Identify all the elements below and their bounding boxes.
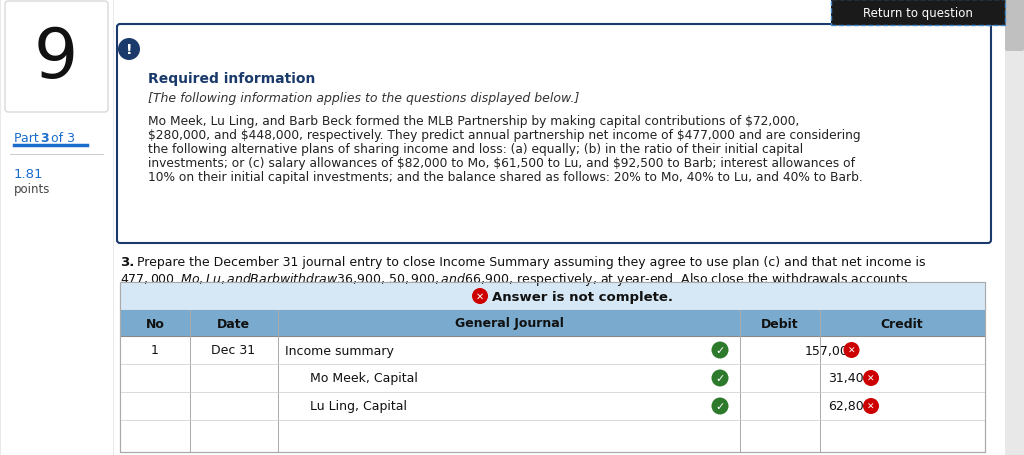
Text: ✓: ✓: [716, 401, 725, 411]
Text: Debit: Debit: [761, 317, 799, 330]
FancyBboxPatch shape: [0, 0, 113, 455]
Text: Part: Part: [14, 131, 43, 145]
FancyBboxPatch shape: [831, 0, 1005, 26]
Text: Required information: Required information: [148, 72, 315, 86]
Text: the following alternative plans of sharing income and loss: (a) equally; (b) in : the following alternative plans of shari…: [148, 143, 803, 156]
Text: ✕: ✕: [867, 402, 874, 410]
Text: Credit: Credit: [881, 317, 924, 330]
Circle shape: [712, 398, 728, 415]
Text: [The following information applies to the questions displayed below.]: [The following information applies to th…: [148, 92, 580, 105]
Text: Prepare the December 31 journal entry to close Income Summary assuming they agre: Prepare the December 31 journal entry to…: [133, 255, 926, 268]
Circle shape: [863, 370, 879, 386]
Text: 3.: 3.: [120, 255, 134, 268]
Text: ✕: ✕: [848, 346, 855, 355]
Circle shape: [712, 342, 728, 359]
FancyBboxPatch shape: [120, 336, 985, 364]
Circle shape: [118, 39, 140, 61]
FancyBboxPatch shape: [831, 0, 1005, 26]
Text: 157,000: 157,000: [805, 344, 857, 357]
Text: ✓: ✓: [716, 345, 725, 355]
Text: 1: 1: [152, 344, 159, 357]
Text: Income summary: Income summary: [285, 344, 394, 357]
FancyBboxPatch shape: [1005, 0, 1024, 455]
FancyBboxPatch shape: [120, 283, 985, 452]
Text: 1.81: 1.81: [14, 167, 43, 181]
Text: General Journal: General Journal: [455, 317, 563, 330]
Text: 3: 3: [40, 131, 48, 145]
Text: of 3: of 3: [47, 131, 75, 145]
FancyBboxPatch shape: [120, 310, 985, 336]
Text: No: No: [145, 317, 165, 330]
Text: 9: 9: [34, 25, 78, 91]
Circle shape: [863, 398, 879, 414]
Text: $477,000. Mo, Lu, and Barb withdraw $36,900, $50,900, and $66,900, respectively,: $477,000. Mo, Lu, and Barb withdraw $36,…: [120, 270, 911, 288]
FancyBboxPatch shape: [117, 25, 991, 243]
Circle shape: [844, 342, 859, 358]
Circle shape: [712, 369, 728, 387]
FancyBboxPatch shape: [120, 283, 985, 310]
FancyBboxPatch shape: [120, 392, 985, 420]
Text: points: points: [14, 182, 50, 196]
Text: Answer is not complete.: Answer is not complete.: [492, 290, 673, 303]
Text: Date: Date: [216, 317, 250, 330]
Circle shape: [472, 288, 488, 304]
FancyBboxPatch shape: [120, 364, 985, 392]
FancyBboxPatch shape: [1005, 0, 1024, 52]
Text: investments; or (c) salary allowances of $82,000 to Mo, $61,500 to Lu, and $92,5: investments; or (c) salary allowances of…: [148, 157, 855, 170]
Text: 62,800: 62,800: [828, 399, 871, 413]
Text: Dec 31: Dec 31: [211, 344, 255, 357]
Text: $280,000, and $448,000, respectively. They predict annual partnership net income: $280,000, and $448,000, respectively. Th…: [148, 129, 860, 142]
Text: 31,400: 31,400: [828, 372, 871, 384]
Text: Mo Meek, Capital: Mo Meek, Capital: [310, 372, 418, 384]
Text: ✓: ✓: [716, 373, 725, 383]
FancyBboxPatch shape: [5, 2, 108, 113]
Text: ✕: ✕: [476, 291, 484, 301]
Text: ✕: ✕: [867, 374, 874, 383]
Text: Mo Meek, Lu Ling, and Barb Beck formed the MLB Partnership by making capital con: Mo Meek, Lu Ling, and Barb Beck formed t…: [148, 115, 800, 128]
Text: Lu Ling, Capital: Lu Ling, Capital: [310, 399, 407, 413]
Text: !: !: [126, 43, 132, 57]
Text: Return to question: Return to question: [863, 6, 973, 20]
Text: 10% on their initial capital investments; and the balance shared as follows: 20%: 10% on their initial capital investments…: [148, 171, 863, 184]
